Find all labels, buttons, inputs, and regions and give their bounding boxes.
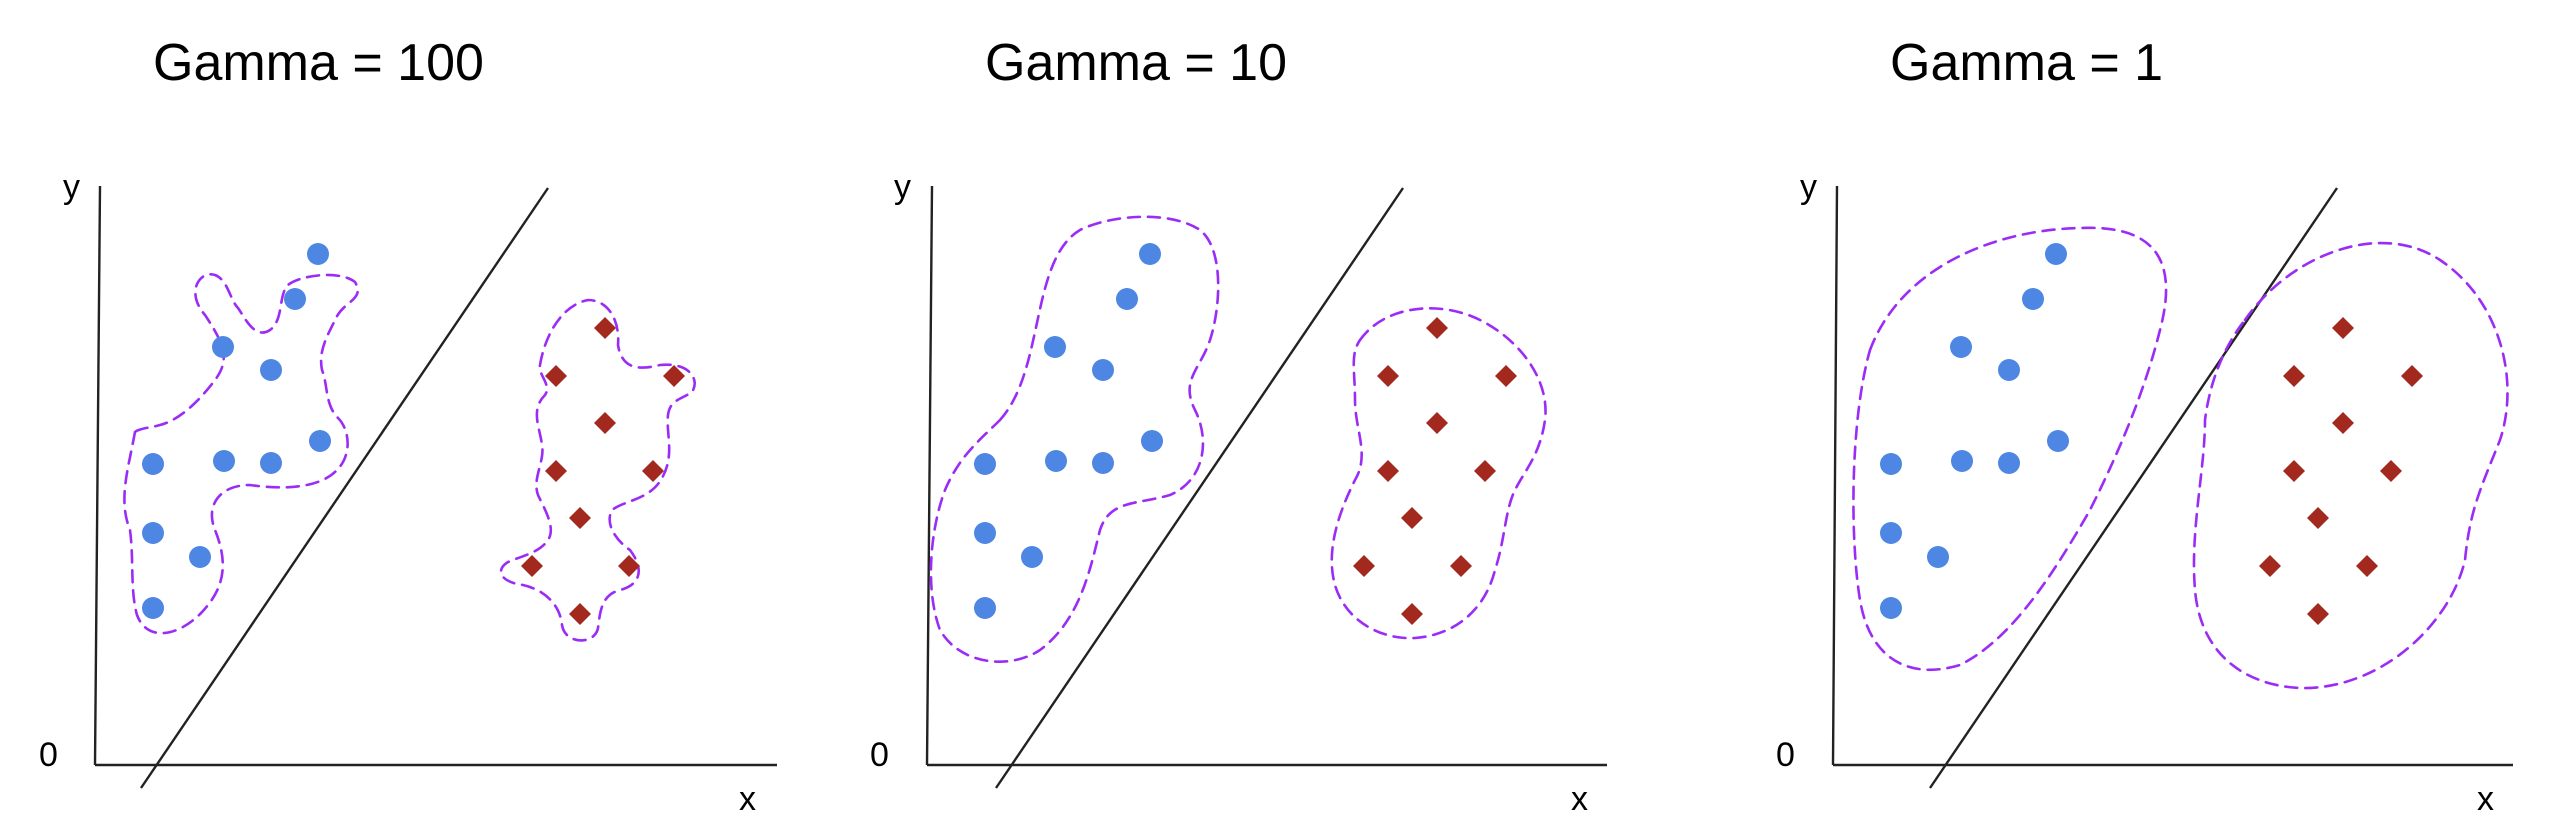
x-axis-label: x bbox=[739, 780, 756, 818]
class-a-boundary bbox=[929, 215, 1220, 663]
separating-hyperplane bbox=[140, 187, 549, 789]
data-points bbox=[142, 243, 685, 625]
class-b-boundary bbox=[1330, 307, 1547, 640]
class-b-point bbox=[2283, 460, 2305, 482]
class-a-point bbox=[189, 546, 211, 568]
class-b-point bbox=[569, 507, 591, 529]
class-a-point bbox=[309, 430, 331, 452]
class-a-point bbox=[1139, 243, 1161, 265]
panel-title: Gamma = 1 bbox=[1890, 34, 2163, 92]
class-b-point bbox=[521, 555, 543, 577]
class-a-point bbox=[974, 597, 996, 619]
class-b-point bbox=[618, 555, 640, 577]
class-a-point bbox=[142, 522, 164, 544]
class-b-point bbox=[594, 412, 616, 434]
class-b-point bbox=[1450, 555, 1472, 577]
class-a-point bbox=[1998, 452, 2020, 474]
class-a-point bbox=[1044, 336, 1066, 358]
panel-gamma-1: Gamma = 1 y 0 x bbox=[1776, 34, 2513, 818]
class-b-point bbox=[1377, 460, 1399, 482]
class-b-point bbox=[2283, 365, 2305, 387]
panel-gamma-10: Gamma = 10 y 0 x bbox=[870, 34, 1607, 818]
class-b-point bbox=[2332, 412, 2354, 434]
panel-title: Gamma = 100 bbox=[153, 34, 484, 92]
class-a-point bbox=[974, 453, 996, 475]
origin-label: 0 bbox=[870, 736, 889, 774]
origin-label: 0 bbox=[39, 736, 58, 774]
class-b-point bbox=[2259, 555, 2281, 577]
class-a-point bbox=[307, 243, 329, 265]
class-a-point bbox=[1141, 430, 1163, 452]
class-a-point bbox=[1951, 450, 1973, 472]
separating-hyperplane bbox=[1929, 187, 2338, 789]
class-b-point bbox=[594, 317, 616, 339]
class-a-point bbox=[212, 336, 234, 358]
class-b-point bbox=[1426, 412, 1448, 434]
class-a-point bbox=[142, 597, 164, 619]
class-a-boundary bbox=[1852, 226, 2168, 672]
class-b-point bbox=[2307, 603, 2329, 625]
class-b-point bbox=[545, 365, 567, 387]
y-axis-label: y bbox=[894, 168, 911, 206]
y-axis-label: y bbox=[1800, 168, 1817, 206]
data-points bbox=[974, 243, 1517, 625]
class-a-point bbox=[1927, 546, 1949, 568]
class-a-point bbox=[1950, 336, 1972, 358]
class-a-point bbox=[2045, 243, 2067, 265]
class-a-point bbox=[260, 452, 282, 474]
class-a-boundary bbox=[123, 273, 359, 635]
class-a-point bbox=[1998, 359, 2020, 381]
class-a-point bbox=[213, 450, 235, 472]
class-a-point bbox=[1045, 450, 1067, 472]
panel-gamma-100: Gamma = 100 y 0 x bbox=[39, 34, 777, 818]
class-b-point bbox=[2356, 555, 2378, 577]
x-axis-label: x bbox=[2477, 780, 2494, 818]
class-b-point bbox=[2380, 460, 2402, 482]
class-b-point bbox=[1495, 365, 1517, 387]
class-a-point bbox=[1092, 359, 1114, 381]
class-a-point bbox=[1092, 452, 1114, 474]
y-axis-label: y bbox=[63, 168, 80, 206]
class-b-point bbox=[642, 460, 664, 482]
class-b-point bbox=[2332, 317, 2354, 339]
class-b-point bbox=[1474, 460, 1496, 482]
class-a-point bbox=[2047, 430, 2069, 452]
class-a-point bbox=[1880, 597, 1902, 619]
origin-label: 0 bbox=[1776, 736, 1795, 774]
class-a-point bbox=[974, 522, 996, 544]
class-b-point bbox=[1353, 555, 1375, 577]
class-b-point bbox=[1401, 507, 1423, 529]
panel-title: Gamma = 10 bbox=[985, 34, 1287, 92]
class-a-point bbox=[1880, 453, 1902, 475]
class-a-point bbox=[1880, 522, 1902, 544]
class-b-point bbox=[663, 365, 685, 387]
data-points bbox=[1880, 243, 2423, 625]
class-a-point bbox=[1021, 546, 1043, 568]
class-a-point bbox=[284, 288, 306, 310]
class-b-boundary bbox=[2192, 241, 2509, 690]
class-a-point bbox=[260, 359, 282, 381]
separating-hyperplane bbox=[995, 187, 1404, 789]
class-a-point bbox=[1116, 288, 1138, 310]
class-b-point bbox=[2307, 507, 2329, 529]
class-b-point bbox=[2401, 365, 2423, 387]
class-b-point bbox=[545, 460, 567, 482]
class-b-point bbox=[1377, 365, 1399, 387]
y-axis bbox=[1831, 185, 1839, 766]
class-b-point bbox=[1401, 603, 1423, 625]
class-b-point bbox=[569, 603, 591, 625]
class-a-point bbox=[142, 453, 164, 475]
y-axis bbox=[93, 185, 102, 766]
class-a-point bbox=[2022, 288, 2044, 310]
y-axis bbox=[925, 185, 934, 766]
class-b-boundary bbox=[499, 298, 696, 642]
x-axis-label: x bbox=[1571, 780, 1588, 818]
class-b-point bbox=[1426, 317, 1448, 339]
